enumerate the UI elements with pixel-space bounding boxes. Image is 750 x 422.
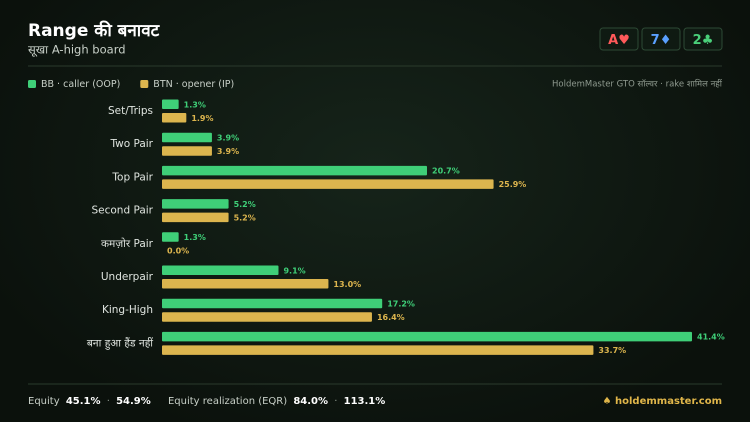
card-rank: 7 [651,33,660,48]
category-label: Set/Trips [108,105,153,117]
separator: · [107,396,110,407]
bar [162,265,279,275]
value-label: 5.2% [234,200,256,209]
category-label: Second Pair [91,205,153,217]
footer: Equity 45.1% · 54.9% Equity realization … [28,396,385,407]
bar [162,345,594,355]
card-label: 7♦ [651,33,672,48]
source: HoldemMaster GTO सॉल्वर · rake शामिल नही… [552,79,723,90]
eqr-value: 113.1% [344,396,386,407]
value-label: 33.7% [598,346,626,355]
legend-swatch [28,80,36,88]
bar [162,146,212,156]
card [683,27,723,51]
category-label: कमज़ोर Pair [101,237,154,250]
bar [162,179,494,189]
card-rank: 2 [693,33,702,48]
equity-label: Equity [28,396,60,407]
bar [162,331,692,342]
bar [162,113,187,123]
title: Range की बनावट [28,20,161,41]
value-label: 20.7% [432,167,460,176]
bar [162,312,372,322]
value-label: 17.2% [387,299,415,308]
value-label: 1.9% [191,114,213,123]
bar [162,279,329,289]
value-label: 41.4% [697,333,725,342]
subtitle: सूखा A-high board [28,43,126,58]
card [599,27,639,51]
separator: · [334,396,337,407]
card-label: A♥ [608,33,630,48]
equity-value: 45.1% [66,396,101,407]
legend-label: BB · caller (OOP) [41,79,120,90]
legend-label: BTN · opener (IP) [153,79,234,90]
value-label: 0.0% [167,247,189,256]
eqr-label: Equity realization (EQR) [168,396,287,407]
card-rank: A [608,33,618,48]
value-label: 25.9% [499,180,527,189]
value-label: 16.4% [377,313,405,322]
category-label: बना हुआ हैंड नहीं [87,336,153,350]
bar [162,165,427,176]
category-label: Underpair [101,271,154,283]
card [641,27,681,51]
legend-swatch [140,80,149,88]
value-label: 3.9% [217,133,239,142]
bar [162,132,212,143]
value-label: 13.0% [333,280,361,289]
value-label: 1.3% [184,233,206,242]
category-label: Top Pair [111,171,153,183]
value-label: 9.1% [283,266,305,275]
value-label: 5.2% [234,213,256,222]
category-label: King-High [102,304,153,316]
equity-value: 54.9% [116,396,151,407]
site-link[interactable]: ♠ holdemmaster.com [603,396,722,407]
bar [162,232,179,242]
bar [162,298,383,309]
bar [162,199,229,209]
card-label: 2♣ [693,33,714,48]
value-label: 1.3% [184,100,206,109]
bar [162,99,179,109]
card-suit: ♣ [702,33,714,48]
value-label: 3.9% [217,147,239,156]
bar [162,212,229,223]
card-suit: ♥ [618,33,630,48]
category-label: Two Pair [109,138,153,150]
eqr-value: 84.0% [293,396,328,407]
card-suit: ♦ [660,33,672,48]
